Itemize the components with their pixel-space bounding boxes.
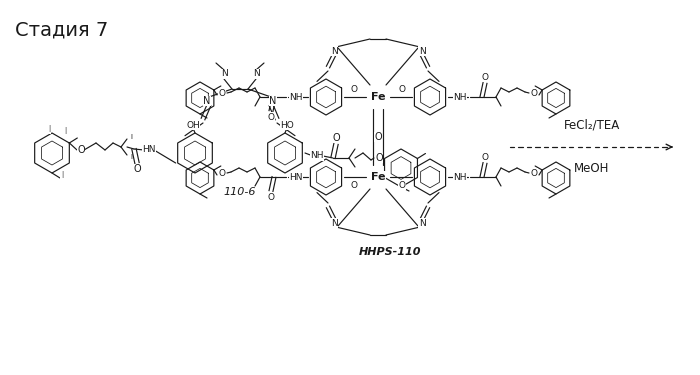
Text: HO: HO <box>280 120 294 129</box>
Text: O: O <box>218 88 225 98</box>
Text: Стадия 7: Стадия 7 <box>15 20 109 39</box>
Text: N: N <box>203 96 211 106</box>
Text: l: l <box>48 124 50 134</box>
Text: O: O <box>351 84 358 93</box>
Text: O: O <box>133 164 141 174</box>
Text: N: N <box>419 46 426 56</box>
Text: O: O <box>531 88 538 98</box>
Text: N: N <box>253 69 260 78</box>
Text: O: O <box>374 132 382 142</box>
Text: N: N <box>330 219 337 228</box>
Text: O: O <box>267 112 274 122</box>
Text: FeCl₂/TEA: FeCl₂/TEA <box>564 119 620 132</box>
Text: O: O <box>218 168 225 177</box>
Text: HN: HN <box>289 172 302 182</box>
Text: NH: NH <box>310 152 323 160</box>
Text: l: l <box>130 134 132 140</box>
Text: N: N <box>220 69 228 78</box>
Text: MeOH: MeOH <box>574 162 610 175</box>
Text: HHPS-110: HHPS-110 <box>358 247 421 257</box>
Text: l: l <box>61 171 63 180</box>
Text: O: O <box>482 153 489 162</box>
Text: O: O <box>398 180 405 189</box>
Text: O: O <box>332 133 340 143</box>
Text: Fe: Fe <box>371 92 385 102</box>
Text: O: O <box>375 153 383 163</box>
Text: N: N <box>330 46 337 56</box>
Text: HN: HN <box>142 146 155 154</box>
Text: Fe: Fe <box>371 172 385 182</box>
Text: l: l <box>130 154 132 160</box>
Text: NH: NH <box>289 93 302 102</box>
Text: OH: OH <box>186 120 200 129</box>
Text: O: O <box>398 84 405 93</box>
Text: O: O <box>351 180 358 189</box>
Text: O: O <box>482 72 489 81</box>
Text: O: O <box>531 168 538 177</box>
Text: N: N <box>270 96 276 106</box>
Text: NH: NH <box>454 172 467 182</box>
Text: O: O <box>267 192 274 201</box>
Text: 110-6: 110-6 <box>224 187 256 197</box>
Text: O: O <box>77 145 85 155</box>
Text: NH: NH <box>454 93 467 102</box>
Text: N: N <box>419 219 426 228</box>
Text: l: l <box>64 126 66 135</box>
